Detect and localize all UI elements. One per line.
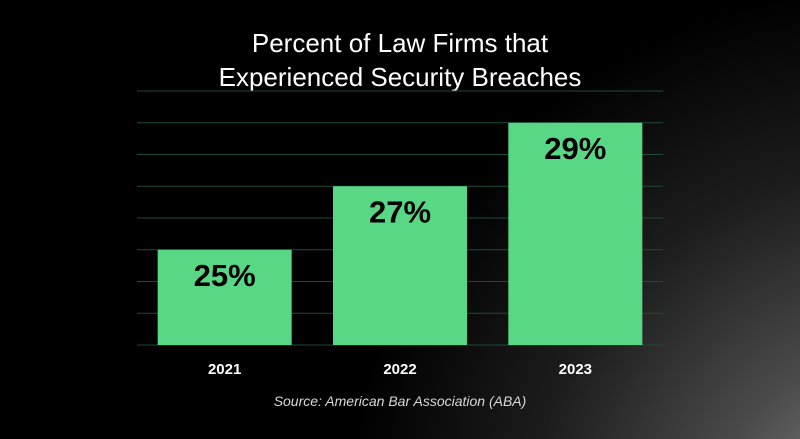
bar-2022	[333, 186, 467, 345]
x-tick-label-2021: 2021	[208, 361, 241, 378]
x-tick-label-2022: 2022	[383, 361, 416, 378]
bar-2021	[157, 249, 292, 345]
data-label-2021: 25%	[194, 258, 256, 293]
chart-title-line-2: Experienced Security Breaches	[218, 62, 582, 92]
data-label-2022: 27%	[369, 194, 431, 229]
chart-title-line-1: Percent of Law Firms that	[251, 28, 549, 58]
source-caption: Source: American Bar Association (ABA)	[273, 393, 527, 409]
data-label-2023: 29%	[544, 131, 606, 166]
x-tick-label-2023: 2023	[559, 361, 592, 378]
bar-2023	[508, 122, 643, 345]
chart-title: Percent of Law Firms that Experienced Se…	[0, 26, 800, 94]
